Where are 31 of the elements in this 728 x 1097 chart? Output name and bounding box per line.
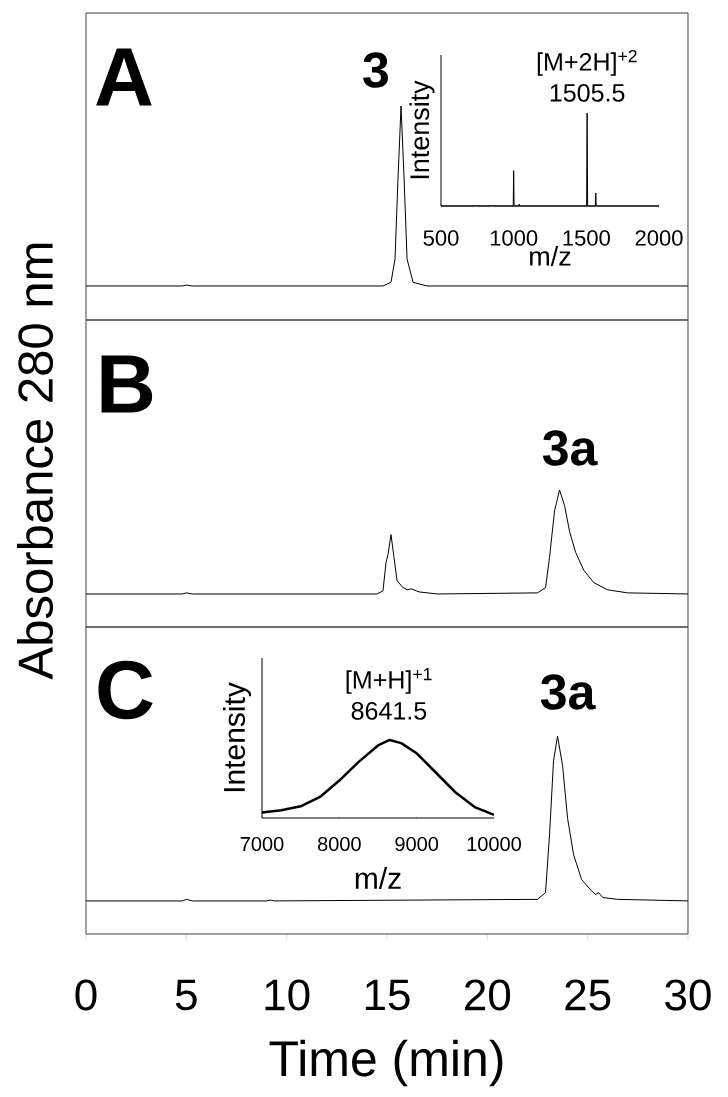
y-axis-title: Intensity bbox=[223, 682, 251, 792]
x-axis-title: Time (min) bbox=[269, 1039, 503, 1087]
x-tick-label: 15 bbox=[365, 979, 410, 1011]
x-axis-title: m/z bbox=[355, 866, 401, 890]
x-tick-label: 20 bbox=[465, 979, 511, 1011]
x-tick-label: 5 bbox=[175, 979, 197, 1011]
x-axis-title: m/z bbox=[530, 246, 571, 266]
y-axis-title: Absorbance 280 nm bbox=[17, 243, 54, 680]
annotation: 3a bbox=[542, 430, 598, 466]
x-tick-label: 25 bbox=[565, 979, 611, 1011]
text: B bbox=[101, 355, 153, 413]
x-tick-label: 30 bbox=[665, 979, 711, 1011]
y-axis-title: Intensity bbox=[409, 80, 435, 179]
x-tick-label: 7000 bbox=[240, 836, 284, 852]
annotation: 8641.5 bbox=[351, 701, 427, 720]
x-tick-label: 500 bbox=[423, 230, 459, 246]
x-tick-label: 0 bbox=[75, 979, 97, 1011]
annotation: 1505.5 bbox=[550, 83, 625, 102]
x-tick-label: 1500 bbox=[563, 230, 610, 246]
x-tick-label: 8000 bbox=[317, 836, 361, 852]
annotation: 3 bbox=[363, 52, 388, 88]
x-tick-label: 2000 bbox=[635, 230, 683, 246]
x-tick-label: 9000 bbox=[395, 836, 439, 852]
annotation: 3a bbox=[540, 674, 596, 710]
text: A bbox=[96, 48, 152, 106]
x-tick-label: 1000 bbox=[490, 230, 538, 246]
annotation: [M+2H]$^{+2}$ bbox=[537, 49, 637, 76]
annotation: [M+H]$^{+1}$ bbox=[346, 668, 432, 694]
x-tick-label: 10 bbox=[265, 979, 310, 1011]
text: C bbox=[98, 660, 153, 720]
x-tick-label: 10000 bbox=[467, 836, 521, 852]
